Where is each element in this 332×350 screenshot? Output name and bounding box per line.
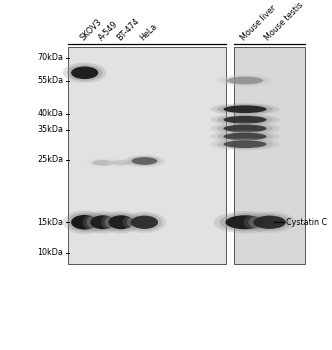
Bar — [234, 47, 305, 264]
Text: Mouse testis: Mouse testis — [263, 0, 305, 42]
Text: 35kDa: 35kDa — [37, 125, 63, 134]
Ellipse shape — [101, 211, 141, 233]
Bar — [68, 47, 226, 264]
Ellipse shape — [223, 105, 267, 113]
Ellipse shape — [63, 63, 107, 83]
Ellipse shape — [227, 77, 263, 84]
Ellipse shape — [105, 159, 137, 167]
Ellipse shape — [217, 124, 273, 133]
Ellipse shape — [63, 210, 107, 234]
Ellipse shape — [127, 214, 162, 231]
Ellipse shape — [127, 156, 161, 166]
Ellipse shape — [109, 215, 134, 229]
Text: 55kDa: 55kDa — [37, 76, 63, 85]
Ellipse shape — [210, 113, 280, 126]
Text: A-549: A-549 — [97, 19, 120, 42]
Ellipse shape — [221, 76, 269, 85]
Ellipse shape — [108, 159, 134, 166]
Ellipse shape — [111, 160, 131, 166]
Text: 15kDa: 15kDa — [37, 218, 63, 227]
Text: Mouse liver: Mouse liver — [239, 3, 278, 42]
Ellipse shape — [223, 125, 267, 132]
Ellipse shape — [248, 214, 291, 231]
Ellipse shape — [223, 116, 267, 124]
Ellipse shape — [225, 215, 265, 229]
Ellipse shape — [124, 155, 165, 167]
Ellipse shape — [210, 122, 280, 135]
Ellipse shape — [89, 159, 117, 166]
Ellipse shape — [214, 211, 276, 233]
Ellipse shape — [210, 103, 280, 116]
Ellipse shape — [210, 130, 280, 143]
Text: SKOV3: SKOV3 — [78, 17, 104, 42]
Ellipse shape — [92, 160, 114, 166]
Text: BT-474: BT-474 — [115, 16, 141, 42]
Ellipse shape — [217, 115, 273, 125]
Ellipse shape — [86, 158, 120, 167]
Ellipse shape — [67, 213, 102, 232]
Ellipse shape — [217, 104, 273, 114]
Ellipse shape — [105, 213, 137, 231]
Ellipse shape — [223, 140, 267, 148]
Text: Cystatin C: Cystatin C — [286, 218, 327, 227]
Ellipse shape — [216, 74, 274, 87]
Ellipse shape — [244, 212, 295, 233]
Ellipse shape — [71, 66, 98, 79]
Ellipse shape — [87, 213, 119, 231]
Text: 10kDa: 10kDa — [37, 248, 63, 257]
Ellipse shape — [131, 216, 158, 229]
Ellipse shape — [217, 132, 273, 141]
Ellipse shape — [210, 138, 280, 150]
Ellipse shape — [90, 215, 116, 229]
Text: 25kDa: 25kDa — [37, 155, 63, 164]
Ellipse shape — [219, 213, 271, 231]
Ellipse shape — [131, 157, 157, 165]
Text: 40kDa: 40kDa — [37, 109, 63, 118]
Ellipse shape — [253, 216, 286, 229]
Ellipse shape — [217, 139, 273, 149]
Ellipse shape — [71, 215, 98, 230]
Ellipse shape — [123, 212, 166, 233]
Ellipse shape — [83, 211, 123, 233]
Ellipse shape — [67, 65, 102, 81]
Text: 70kDa: 70kDa — [37, 53, 63, 62]
Text: HeLa: HeLa — [138, 21, 159, 42]
Ellipse shape — [223, 133, 267, 140]
